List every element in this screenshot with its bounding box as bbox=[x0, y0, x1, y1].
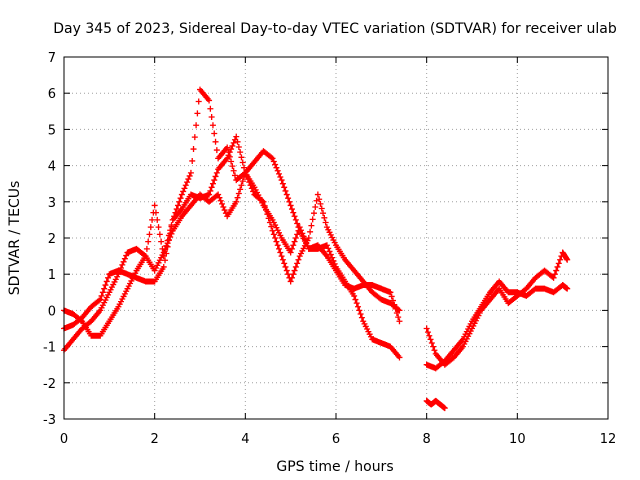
y-tick-label: 1 bbox=[48, 268, 56, 283]
grid-lines bbox=[64, 57, 608, 419]
y-axis-label: SDTVAR / TECUs bbox=[7, 181, 23, 296]
y-axis-ticks: -3 -2 -1 0 1 2 3 4 5 6 7 bbox=[43, 51, 608, 428]
y-tick-label: 0 bbox=[48, 304, 56, 319]
y-tick-label: 6 bbox=[48, 87, 56, 102]
data-points bbox=[61, 86, 571, 412]
y-tick-label: 5 bbox=[48, 123, 56, 138]
chart-title: Day 345 of 2023, Sidereal Day-to-day VTE… bbox=[53, 21, 617, 37]
x-tick-label: 2 bbox=[151, 432, 159, 447]
series-track-e bbox=[423, 278, 571, 372]
series-track-f bbox=[423, 397, 448, 412]
y-tick-label: -2 bbox=[43, 377, 56, 392]
y-tick-label: -1 bbox=[43, 341, 56, 356]
plus-markers-track-e bbox=[423, 278, 571, 372]
x-tick-label: 8 bbox=[423, 432, 431, 447]
x-tick-label: 6 bbox=[332, 432, 340, 447]
x-axis-label: GPS time / hours bbox=[276, 459, 393, 475]
x-tick-label: 10 bbox=[509, 432, 526, 447]
y-tick-label: 2 bbox=[48, 232, 56, 247]
plus-markers-track-d bbox=[423, 249, 571, 368]
plus-markers-track-c bbox=[61, 169, 403, 354]
plot-frame bbox=[63, 56, 609, 420]
y-tick-label: -3 bbox=[43, 413, 56, 428]
x-tick-label: 4 bbox=[241, 432, 249, 447]
y-tick-label: 3 bbox=[48, 196, 56, 211]
series-track-d bbox=[423, 249, 571, 368]
y-tick-label: 4 bbox=[48, 160, 56, 175]
plus-markers-track-f bbox=[423, 397, 448, 412]
series-track-c bbox=[61, 169, 403, 354]
y-tick-label: 7 bbox=[48, 51, 56, 66]
x-tick-label: 0 bbox=[60, 432, 68, 447]
x-tick-label: 12 bbox=[600, 432, 617, 447]
